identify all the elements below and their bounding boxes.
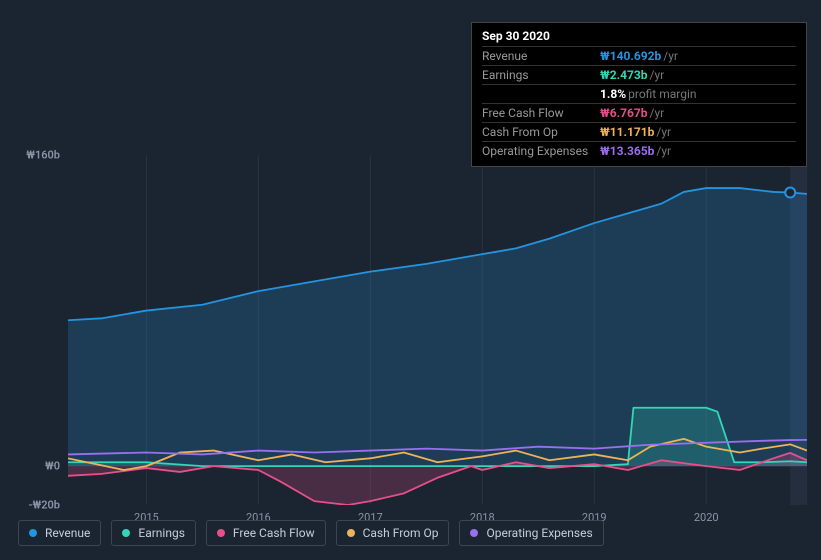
legend-item-opex[interactable]: Operating Expenses — [459, 520, 603, 546]
legend-label: Operating Expenses — [486, 526, 592, 540]
legend-dot-icon — [122, 529, 130, 537]
tooltip-metric-label: Operating Expenses — [482, 144, 600, 158]
tooltip-row: Free Cash Flow₩6.767b /yr — [482, 103, 796, 122]
tooltip-row: Operating Expenses₩13.365b /yr — [482, 141, 796, 160]
y-tick-label: ₩0 — [45, 460, 60, 473]
tooltip-metric-value: ₩2.473b — [600, 68, 648, 82]
tooltip-metric-value: ₩6.767b — [600, 106, 648, 120]
tooltip-metric-unit: /yr — [650, 106, 665, 120]
tooltip-metric-label: Revenue — [482, 49, 600, 63]
y-axis: ₩160b₩0-₩20b — [18, 155, 68, 505]
legend-item-earnings[interactable]: Earnings — [111, 520, 196, 546]
tooltip-row: Revenue₩140.692b /yr — [482, 46, 796, 65]
y-tick-label: ₩160b — [26, 149, 60, 162]
tooltip-row: Earnings₩2.473b /yr — [482, 65, 796, 84]
tooltip-metric-unit: /yr — [650, 68, 665, 82]
legend-dot-icon — [217, 529, 225, 537]
tooltip-row: 1.8% profit margin — [482, 84, 796, 103]
legend-dot-icon — [29, 529, 37, 537]
legend-label: Free Cash Flow — [233, 526, 315, 540]
tooltip-metric-unit: /yr — [656, 144, 671, 158]
legend-label: Earnings — [138, 526, 185, 540]
legend-dot-icon — [470, 529, 478, 537]
tooltip-date: Sep 30 2020 — [482, 29, 796, 46]
y-tick-label: -₩20b — [28, 499, 60, 512]
tooltip-metric-label: Earnings — [482, 68, 600, 82]
chart-legend: Revenue Earnings Free Cash Flow Cash From O… — [18, 520, 604, 546]
legend-label: Cash From Op — [363, 526, 439, 540]
tooltip-metric-unit: /yr — [656, 125, 671, 139]
x-tick-label: 2020 — [694, 511, 719, 524]
tooltip-metric-unit: /yr — [663, 49, 678, 63]
legend-item-fcf[interactable]: Free Cash Flow — [206, 520, 326, 546]
tooltip-metric-label: Cash From Op — [482, 125, 600, 139]
legend-dot-icon — [347, 529, 355, 537]
chart-plot-area[interactable] — [68, 155, 807, 505]
legend-item-revenue[interactable]: Revenue — [18, 520, 101, 546]
legend-item-cfo[interactable]: Cash From Op — [336, 520, 450, 546]
tooltip-row: Cash From Op₩11.171b /yr — [482, 122, 796, 141]
tooltip-metric-label: Free Cash Flow — [482, 106, 600, 120]
chart-tooltip: Sep 30 2020 Revenue₩140.692b /yrEarnings… — [471, 22, 807, 167]
financials-chart[interactable]: ₩160b₩0-₩20b 201520162017201820192020 — [18, 155, 807, 505]
legend-label: Revenue — [45, 526, 90, 540]
tooltip-metric-value: 1.8% — [600, 87, 626, 101]
tooltip-metric-label — [482, 87, 600, 101]
tooltip-metric-unit: profit margin — [628, 87, 696, 101]
tooltip-metric-value: ₩11.171b — [600, 125, 654, 139]
tooltip-metric-value: ₩13.365b — [600, 144, 654, 158]
tooltip-metric-value: ₩140.692b — [600, 49, 661, 63]
